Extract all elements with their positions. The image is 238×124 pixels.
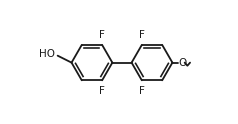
Text: F: F <box>139 86 145 96</box>
Text: HO: HO <box>39 49 55 59</box>
Text: O: O <box>178 58 186 68</box>
Text: F: F <box>99 30 105 40</box>
Text: F: F <box>99 86 105 96</box>
Text: F: F <box>139 30 145 40</box>
